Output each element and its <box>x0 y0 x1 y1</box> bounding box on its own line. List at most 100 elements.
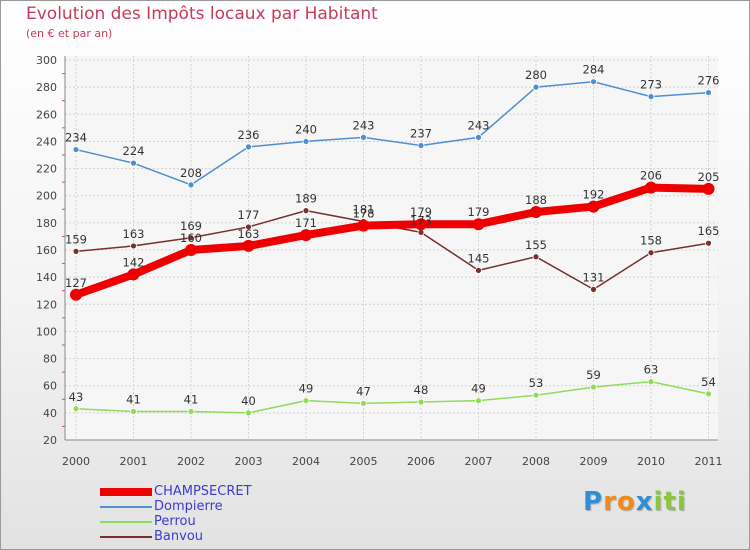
data-label-perrou: 63 <box>644 363 659 377</box>
data-label-dompierre: 237 <box>410 127 432 141</box>
logo-letter: o <box>616 487 636 517</box>
x-tick-label: 2005 <box>350 455 378 468</box>
data-point-dompierre <box>705 89 712 96</box>
data-label-perrou: 49 <box>471 382 486 396</box>
data-point-dompierre <box>130 159 137 167</box>
data-label-perrou: 54 <box>701 375 716 389</box>
data-label-perrou: 49 <box>299 382 314 396</box>
data-label-banvou: 181 <box>353 203 375 217</box>
data-label-banvou: 145 <box>468 251 490 265</box>
data-point-dompierre <box>647 93 655 101</box>
data-point-champsecret <box>587 200 600 213</box>
legend-label: Banvou <box>154 529 204 544</box>
data-point-banvou <box>417 228 425 236</box>
data-point-champsecret <box>70 288 82 301</box>
data-point-perrou <box>302 397 310 405</box>
data-point-banvou <box>187 234 195 242</box>
data-label-champsecret: 192 <box>583 188 605 202</box>
data-point-dompierre <box>532 83 540 91</box>
data-label-dompierre: 234 <box>65 131 87 145</box>
logo-letter: P <box>583 487 604 517</box>
logo-letter: r <box>603 487 617 517</box>
data-label-perrou: 47 <box>356 384 371 398</box>
data-point-dompierre <box>360 133 367 141</box>
data-point-banvou <box>302 207 310 215</box>
data-label-champsecret: 160 <box>180 231 202 245</box>
logo-letter: x <box>635 487 654 517</box>
data-label-champsecret: 142 <box>123 255 145 269</box>
data-label-dompierre: 224 <box>123 144 145 158</box>
data-point-dompierre <box>72 146 80 153</box>
chart-title: Evolution des Impôts locaux par Habitant <box>26 4 378 24</box>
legend-item-dompierre: Dompierre <box>100 499 360 515</box>
data-label-champsecret: 179 <box>468 205 490 219</box>
data-point-perrou <box>187 408 195 415</box>
y-tick-label: 60 <box>43 380 57 393</box>
x-tick-label: 2007 <box>465 455 493 468</box>
data-label-banvou: 158 <box>640 234 662 248</box>
data-point-dompierre <box>302 138 310 145</box>
y-tick-label: 260 <box>36 108 57 121</box>
data-point-dompierre <box>590 78 597 86</box>
data-point-perrou <box>647 378 655 386</box>
y-tick-label: 240 <box>36 135 57 148</box>
data-label-dompierre: 284 <box>583 63 605 77</box>
data-label-banvou: 169 <box>180 219 202 233</box>
data-label-dompierre: 280 <box>525 68 547 82</box>
legend-swatch <box>100 521 152 523</box>
data-label-dompierre: 273 <box>640 78 662 92</box>
data-label-dompierre: 240 <box>295 122 317 136</box>
data-label-champsecret: 188 <box>525 193 547 207</box>
legend-label: Dompierre <box>154 499 223 514</box>
data-point-perrou <box>130 408 137 415</box>
y-tick-label: 120 <box>36 298 57 311</box>
legend-item-perrou: Perrou <box>100 514 360 530</box>
x-tick-label: 2003 <box>235 455 263 468</box>
data-label-dompierre: 208 <box>180 166 202 180</box>
data-point-banvou <box>590 285 597 293</box>
y-tick-label: 160 <box>36 244 57 257</box>
data-point-champsecret <box>242 239 255 252</box>
data-label-dompierre: 236 <box>238 128 260 142</box>
plot-area <box>65 56 718 440</box>
series-line-dompierre <box>75 80 710 186</box>
data-label-banvou: 155 <box>525 238 547 252</box>
data-point-perrou <box>417 398 425 406</box>
y-tick-label: 140 <box>36 271 57 284</box>
data-label-dompierre: 243 <box>468 118 490 132</box>
chart-subtitle: (en € et par an) <box>26 27 113 40</box>
logo-letter: i <box>653 487 664 517</box>
x-tick-label: 2001 <box>120 455 148 468</box>
data-label-perrou: 40 <box>241 394 256 408</box>
data-label-banvou: 189 <box>295 192 317 206</box>
data-point-banvou <box>475 266 482 274</box>
x-tick-label: 2006 <box>407 455 435 468</box>
x-tick-label: 2008 <box>522 455 550 468</box>
data-label-champsecret: 179 <box>410 205 432 219</box>
data-point-banvou <box>245 223 252 231</box>
y-tick-label: 100 <box>36 325 57 338</box>
data-label-champsecret: 206 <box>640 169 662 183</box>
data-label-banvou: 131 <box>583 270 605 284</box>
data-point-perrou <box>72 405 80 413</box>
data-point-banvou <box>532 253 540 261</box>
data-label-champsecret: 178 <box>353 207 375 221</box>
data-label-perrou: 41 <box>184 393 199 407</box>
x-tick-label: 2000 <box>62 455 90 468</box>
logo-letter: i <box>676 487 687 517</box>
data-label-perrou: 48 <box>414 383 429 397</box>
data-label-banvou: 163 <box>123 227 145 241</box>
data-label-banvou: 177 <box>238 208 260 222</box>
data-point-dompierre <box>187 181 195 189</box>
legend-swatch <box>100 536 152 538</box>
legend-swatch <box>100 488 152 496</box>
data-point-dompierre <box>475 133 482 141</box>
data-label-banvou: 159 <box>65 232 87 246</box>
data-point-champsecret <box>300 229 312 242</box>
data-point-champsecret <box>127 268 140 281</box>
data-point-champsecret <box>357 219 370 232</box>
data-label-perrou: 59 <box>586 368 601 382</box>
proxiti-logo: Proxiti <box>583 487 687 517</box>
x-tick-label: 2010 <box>637 455 665 468</box>
data-point-champsecret <box>530 206 542 218</box>
